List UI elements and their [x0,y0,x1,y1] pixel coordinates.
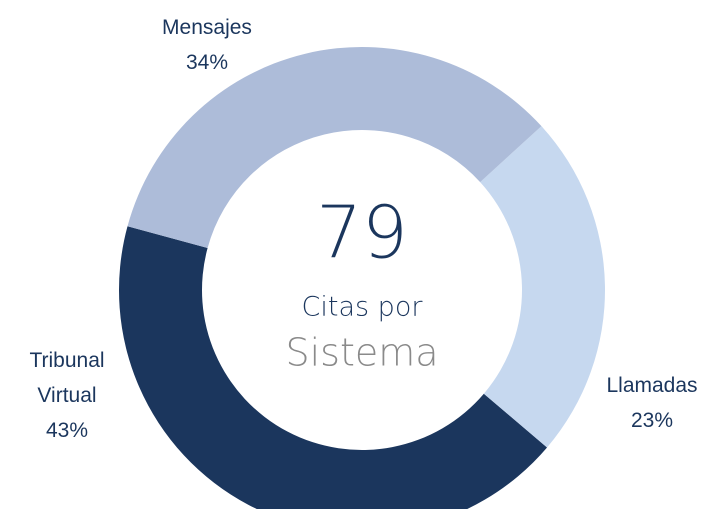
segment-value: 43% [45,419,89,442]
segment-label: Tribunal Virtual 43% [17,343,117,448]
segment-name: Tribunal Virtual [29,349,105,407]
center-value: 79 [316,191,408,275]
donut-segment [480,126,605,448]
segment-value: 34% [185,51,229,74]
segment-name: Llamadas [606,374,698,397]
center-text: Sistema [285,331,438,375]
center-text: Citas por [302,292,424,323]
segment-value: 23% [630,409,674,432]
segment-label: Llamadas 23% [587,368,717,438]
segment-label: Mensajes 34% [142,10,272,80]
donut-segment [127,47,542,249]
donut-segment [118,226,548,509]
segment-name: Mensajes [162,16,252,39]
